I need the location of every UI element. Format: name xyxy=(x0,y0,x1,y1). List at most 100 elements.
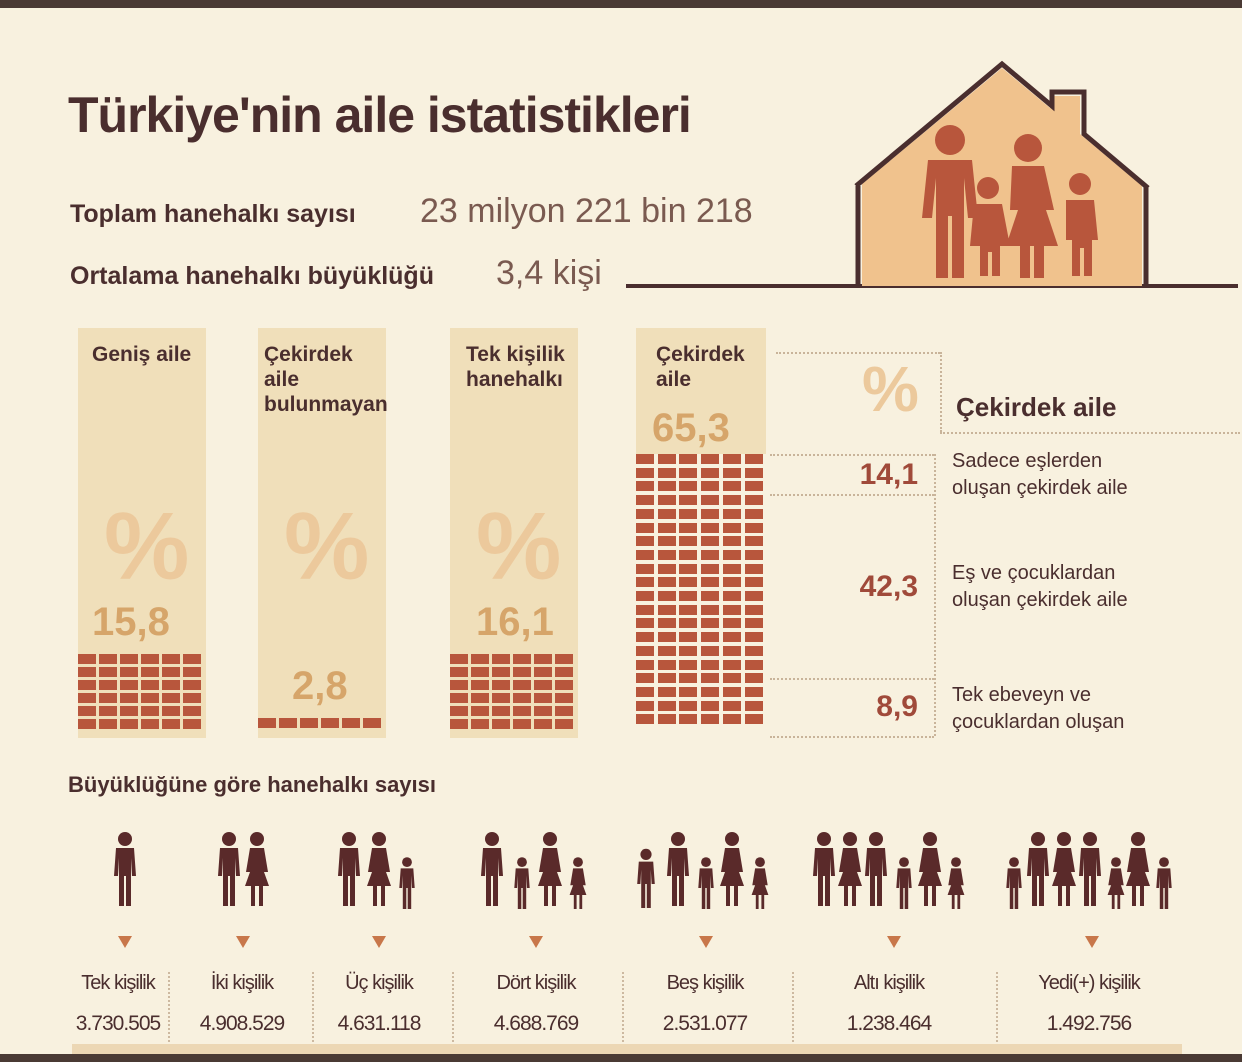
brick xyxy=(744,700,763,711)
brick xyxy=(162,654,180,664)
brick xyxy=(555,706,573,716)
down-arrow-icon xyxy=(1085,936,1099,948)
brick xyxy=(471,667,489,677)
house-family-icon xyxy=(854,60,1150,286)
brick xyxy=(120,719,138,729)
brick xyxy=(492,654,510,664)
brick xyxy=(471,693,489,703)
brick xyxy=(120,693,138,703)
brick xyxy=(471,654,489,664)
brick xyxy=(744,604,763,615)
brick xyxy=(636,454,654,464)
household-count: 2.531.077 xyxy=(662,1012,748,1035)
brick xyxy=(679,714,698,725)
brick xyxy=(744,714,763,725)
household-people-icon xyxy=(481,832,587,909)
brick xyxy=(636,549,654,560)
brick xyxy=(744,645,763,656)
household-size-label: Yedi(+) kişilik xyxy=(1038,972,1141,994)
brick xyxy=(679,454,698,464)
brick xyxy=(657,495,676,506)
brick xyxy=(722,495,741,506)
brick xyxy=(513,719,531,729)
brick xyxy=(78,667,96,677)
brick xyxy=(657,591,676,601)
breakdown-text: Sadece eşlerden oluşan çekirdek aile xyxy=(952,450,1128,499)
household-size-label: Tek kişilik xyxy=(81,972,155,994)
brick xyxy=(342,718,360,728)
brick xyxy=(534,719,552,729)
brick xyxy=(183,654,201,664)
brick xyxy=(744,467,763,478)
brick xyxy=(534,693,552,703)
brick xyxy=(141,654,159,664)
brick xyxy=(78,654,96,664)
brick xyxy=(657,536,676,547)
household-people-icon xyxy=(813,832,965,909)
brick xyxy=(162,693,180,703)
brick xyxy=(701,700,720,711)
brick xyxy=(744,659,763,670)
brick xyxy=(162,719,180,729)
brick xyxy=(722,522,741,533)
brick xyxy=(99,706,117,716)
brick xyxy=(701,495,720,506)
brick xyxy=(141,706,159,716)
brick xyxy=(722,604,741,615)
household-people-icon xyxy=(338,832,415,909)
household-size-label: Dört kişilik xyxy=(496,972,576,994)
brick xyxy=(722,714,741,725)
brick xyxy=(120,706,138,716)
brick xyxy=(657,549,676,560)
brick xyxy=(679,659,698,670)
brick xyxy=(636,577,654,588)
brick xyxy=(636,618,654,629)
top-border xyxy=(0,0,1242,8)
brick xyxy=(78,706,96,716)
brick xyxy=(513,693,531,703)
brick xyxy=(636,714,654,725)
brick xyxy=(679,673,698,684)
brick xyxy=(183,706,201,716)
brick xyxy=(450,706,468,716)
page-title: Türkiye'nin aile istatistikleri xyxy=(68,87,692,143)
brick xyxy=(679,632,698,643)
divider xyxy=(770,454,934,456)
brick xyxy=(183,693,201,703)
brick xyxy=(657,673,676,684)
brick xyxy=(78,719,96,729)
brick xyxy=(701,536,720,547)
brick xyxy=(636,522,654,533)
brick xyxy=(636,508,654,519)
brick xyxy=(701,645,720,656)
brick xyxy=(636,481,654,492)
brick xyxy=(679,618,698,629)
breakdown-value: 8,9 xyxy=(876,690,918,723)
bottom-border xyxy=(0,1054,1242,1062)
brick xyxy=(679,604,698,615)
divider xyxy=(996,972,998,1042)
household-count: 4.688.769 xyxy=(493,1012,579,1035)
brick xyxy=(534,706,552,716)
brick xyxy=(722,618,741,629)
brick xyxy=(534,680,552,690)
brick xyxy=(657,577,676,588)
brick xyxy=(513,654,531,664)
divider xyxy=(940,432,1240,434)
brick xyxy=(492,667,510,677)
brick xyxy=(636,467,654,478)
brick xyxy=(162,706,180,716)
brick xyxy=(99,719,117,729)
brick xyxy=(722,700,741,711)
brick xyxy=(744,591,763,601)
brick xyxy=(492,680,510,690)
brick xyxy=(701,604,720,615)
brick xyxy=(722,454,741,464)
breakdown-value: 14,1 xyxy=(859,458,918,491)
brick xyxy=(636,632,654,643)
brick xyxy=(722,673,741,684)
brick xyxy=(744,481,763,492)
percent-sign-icon: % xyxy=(104,493,190,600)
brick xyxy=(701,659,720,670)
brick xyxy=(450,693,468,703)
